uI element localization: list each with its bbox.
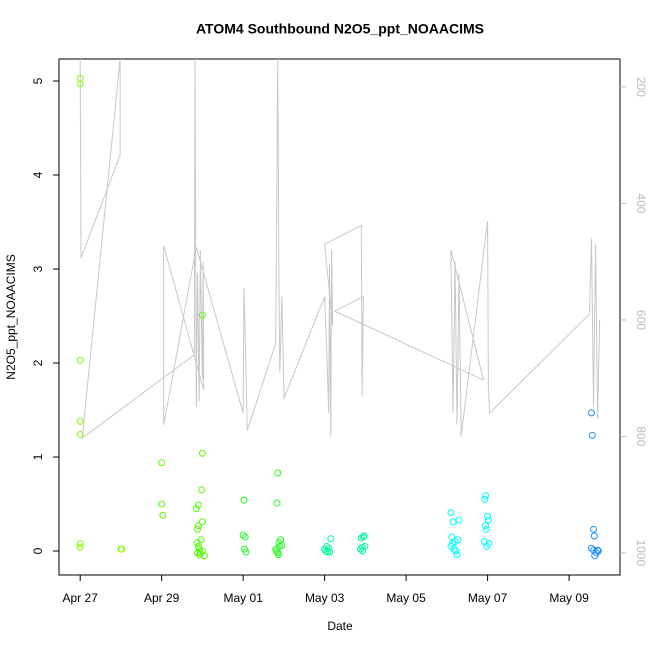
y-tick-label: 2 <box>31 359 45 366</box>
pressure-line <box>79 58 601 440</box>
x-tick-label: May 09 <box>549 591 589 605</box>
point <box>242 548 250 556</box>
chart-title: ATOM4 Southbound N2O5_ppt_NOAACIMS <box>196 21 484 37</box>
point <box>197 536 205 544</box>
point <box>594 547 602 555</box>
point <box>274 469 282 477</box>
point <box>452 547 460 555</box>
point <box>358 543 366 551</box>
point <box>158 500 166 508</box>
point <box>482 492 490 500</box>
y2-tick-label: 200 <box>634 77 648 97</box>
point <box>449 540 457 548</box>
point <box>194 542 202 550</box>
point <box>484 516 492 524</box>
point <box>360 532 368 540</box>
point <box>590 532 598 540</box>
point <box>198 518 206 526</box>
point <box>588 431 596 439</box>
y-tick-label: 4 <box>31 171 45 178</box>
point <box>198 449 206 457</box>
y2-tick-label: 800 <box>634 426 648 446</box>
point <box>481 495 489 503</box>
point <box>483 542 491 550</box>
point <box>158 459 166 467</box>
y-tick-label: 3 <box>31 265 45 272</box>
point <box>194 522 202 530</box>
x-axis-title: Date <box>327 619 353 633</box>
point <box>275 551 283 559</box>
point <box>76 430 84 438</box>
point <box>449 518 457 526</box>
point <box>76 543 84 551</box>
point <box>454 536 462 544</box>
point <box>194 501 202 509</box>
point <box>482 525 490 533</box>
x-tick-label: May 07 <box>468 591 508 605</box>
point <box>323 542 331 550</box>
point <box>326 548 334 556</box>
point <box>325 544 333 552</box>
point <box>278 541 286 549</box>
point <box>76 356 84 364</box>
point <box>453 551 461 559</box>
point <box>455 516 463 524</box>
point <box>448 533 456 541</box>
y-tick-label: 1 <box>31 453 45 460</box>
x-tick-label: Apr 29 <box>144 591 180 605</box>
point <box>76 417 84 425</box>
x-tick-label: May 01 <box>223 591 263 605</box>
x-tick-label: May 05 <box>386 591 426 605</box>
point <box>159 511 167 519</box>
plot-frame <box>58 58 621 576</box>
point <box>198 486 206 494</box>
point <box>447 508 455 516</box>
y2-tick-label: 400 <box>634 193 648 213</box>
point <box>194 525 202 533</box>
point <box>327 535 335 543</box>
point <box>590 525 598 533</box>
point <box>592 549 600 557</box>
y2-tick-label: 1000 <box>634 540 648 567</box>
y-tick-label: 5 <box>31 77 45 84</box>
point <box>192 505 200 513</box>
y2-tick-label: 600 <box>634 310 648 330</box>
point <box>482 522 490 530</box>
point <box>240 496 248 504</box>
point <box>273 499 281 507</box>
point <box>200 552 208 560</box>
point <box>76 540 84 548</box>
point <box>359 533 367 541</box>
point <box>587 544 595 552</box>
point <box>239 531 247 539</box>
y-axis-title: N2O5_ppt_NOAACIMS <box>4 254 18 379</box>
point <box>118 545 126 553</box>
point <box>241 533 249 541</box>
x-tick-label: Apr 27 <box>63 591 99 605</box>
point <box>587 409 595 417</box>
point <box>273 547 281 555</box>
point <box>361 542 369 550</box>
x-tick-label: May 03 <box>305 591 345 605</box>
point <box>76 80 84 88</box>
y-tick-label: 0 <box>31 547 45 554</box>
point <box>484 512 492 520</box>
point <box>198 311 206 319</box>
